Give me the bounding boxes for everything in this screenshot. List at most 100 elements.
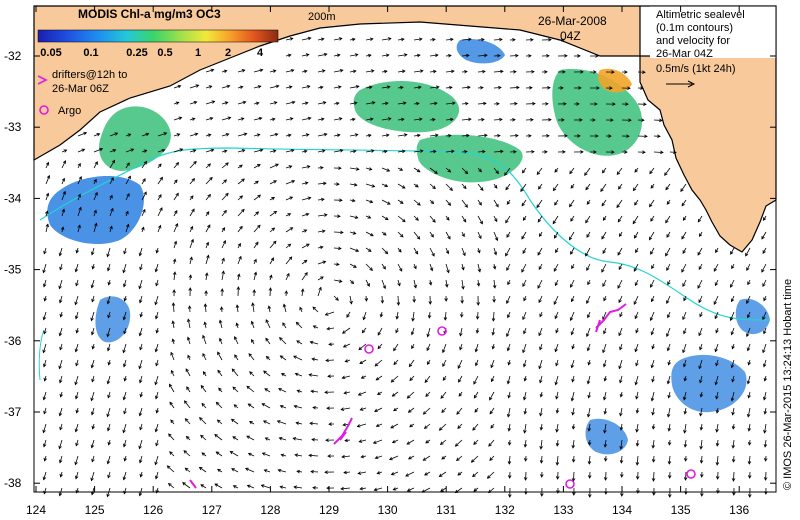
velocity-arrow-head — [296, 340, 300, 344]
velocity-arrow — [268, 306, 271, 313]
velocity-arrow — [424, 471, 431, 476]
velocity-arrow-head — [635, 329, 639, 334]
velocity-arrow — [217, 370, 223, 377]
velocity-arrow — [301, 134, 309, 137]
velocity-arrow-head — [489, 457, 493, 461]
velocity-arrow — [61, 178, 65, 185]
velocity-arrow — [445, 86, 453, 89]
velocity-arrow-head — [499, 117, 503, 122]
velocity-arrow — [393, 359, 399, 365]
velocity-arrow — [762, 247, 767, 254]
velocity-arrow — [91, 311, 95, 321]
velocity-arrow-head — [432, 185, 436, 190]
longitude-tick-label: 134 — [612, 503, 632, 517]
velocity-arrow-head — [338, 246, 342, 251]
velocity-arrow — [397, 295, 399, 306]
colorbar-tick-label: 1 — [195, 47, 201, 59]
velocity-arrow — [317, 118, 324, 121]
velocity-arrow — [170, 352, 175, 361]
velocity-arrow-head — [253, 258, 257, 263]
velocity-arrow — [763, 359, 767, 367]
velocity-arrow-head — [531, 69, 535, 74]
velocity-arrow-head — [475, 316, 480, 320]
velocity-arrow-head — [539, 346, 543, 351]
colorbar-tick-label: 0.05 — [40, 47, 61, 59]
velocity-arrow-head — [407, 456, 412, 460]
velocity-arrow-head — [320, 37, 325, 41]
velocity-arrow — [43, 279, 47, 287]
velocity-arrow — [618, 263, 623, 270]
velocity-arrow — [189, 257, 193, 265]
velocity-arrow-head — [434, 53, 439, 58]
velocity-arrow — [522, 167, 527, 174]
velocity-arrow-head — [106, 347, 111, 352]
velocity-arrow-head — [370, 69, 375, 73]
velocity-arrow-head — [700, 474, 704, 478]
velocity-arrow — [620, 455, 623, 464]
velocity-arrow-head — [763, 443, 768, 448]
velocity-arrow-head — [523, 458, 528, 462]
velocity-arrow-head — [303, 69, 308, 74]
velocity-arrow — [301, 272, 308, 281]
velocity-arrow-head — [730, 364, 735, 369]
velocity-arrow — [221, 271, 225, 281]
velocity-arrow — [585, 183, 591, 190]
velocity-arrow — [109, 160, 115, 169]
velocity-arrow-head — [506, 380, 511, 385]
velocity-arrow-head — [762, 250, 766, 254]
velocity-arrow — [187, 319, 191, 329]
velocity-arrow-head — [619, 426, 624, 431]
velocity-arrow — [554, 199, 559, 206]
velocity-arrow-head — [467, 85, 471, 90]
velocity-arrow — [537, 247, 543, 256]
velocity-arrow-head — [341, 330, 346, 334]
velocity-arrow-head — [651, 459, 656, 463]
velocity-arrow — [349, 134, 358, 137]
velocity-arrow-head — [554, 201, 558, 206]
velocity-arrow-head — [715, 409, 720, 414]
velocity-arrow-head — [168, 433, 172, 438]
velocity-arrow — [569, 231, 575, 240]
velocity-arrow — [349, 247, 359, 252]
velocity-arrow — [234, 336, 239, 345]
velocity-arrow — [585, 247, 591, 257]
velocity-arrow-head — [477, 249, 481, 254]
velocity-arrow — [123, 311, 127, 320]
velocity-arrow — [507, 375, 511, 384]
velocity-arrow-head — [287, 53, 292, 58]
velocity-arrow-head — [322, 260, 327, 264]
velocity-arrow-head — [239, 195, 244, 199]
velocity-arrow-head — [75, 409, 79, 414]
velocity-arrow-head — [432, 117, 436, 122]
velocity-arrow — [349, 183, 357, 186]
velocity-arrow — [493, 87, 502, 89]
velocity-arrow — [264, 469, 271, 473]
velocity-arrow-head — [417, 202, 421, 206]
velocity-arrow-head — [323, 181, 327, 186]
velocity-arrow — [493, 215, 498, 222]
velocity-arrow — [269, 211, 277, 217]
velocity-arrow — [317, 198, 325, 201]
velocity-arrow-head — [555, 476, 560, 480]
velocity-arrow-head — [395, 329, 399, 334]
velocity-arrow — [173, 85, 181, 89]
velocity-arrow-head — [159, 207, 163, 211]
velocity-arrow — [205, 100, 215, 105]
velocity-arrow-head — [434, 133, 439, 138]
velocity-arrow-head — [351, 117, 356, 122]
velocity-arrow — [343, 343, 351, 348]
velocity-arrow-head — [321, 69, 326, 73]
velocity-arrow-head — [253, 271, 258, 276]
velocity-arrow — [358, 391, 367, 396]
velocity-arrow — [397, 215, 406, 222]
velocity-arrow-head — [415, 217, 419, 221]
velocity-arrow — [523, 327, 527, 334]
velocity-arrow — [683, 327, 687, 334]
velocity-arrow — [237, 195, 243, 201]
velocity-arrow-head — [295, 421, 300, 425]
velocity-arrow-head — [255, 211, 260, 215]
velocity-arrow-head — [344, 359, 349, 363]
velocity-arrow — [43, 471, 47, 480]
velocity-arrow — [201, 403, 207, 409]
velocity-arrow — [168, 483, 175, 489]
